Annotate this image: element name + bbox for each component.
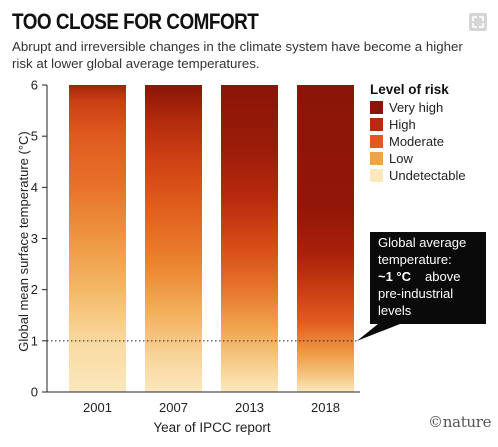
bar-2018 [297,85,354,392]
bar-2013 [221,85,278,392]
x-tick-label: 2013 [235,400,264,415]
nature-logo: ©nature [428,413,492,431]
legend-title: Level of risk [370,82,449,97]
annotation-text: temperature: [378,252,452,267]
chart-title: TOO CLOSE FOR COMFORT [12,9,259,34]
annotation-callout [357,232,486,341]
y-tick-label: 2 [31,282,38,297]
y-tick-label: 1 [31,333,38,348]
x-axis-label: Year of IPCC report [153,420,271,435]
annotation-text: levels [378,303,412,318]
annotation-text: ~1 °C [378,269,412,284]
chart-subtitle: Abrupt and irreversible changes in the c… [12,39,463,71]
legend-label: Low [389,151,413,166]
x-tick-label: 2001 [83,400,112,415]
y-axis-label: Global mean surface temperature (°C) [16,131,31,352]
legend-label: Moderate [389,134,444,149]
annotation-text: pre-industrial [378,286,453,301]
y-tick-label: 5 [31,129,38,144]
x-tick-label: 2018 [311,400,340,415]
legend-label: High [389,117,416,132]
legend-label: Very high [389,100,443,115]
legend-swatch [370,152,383,165]
expand-icon [472,16,484,28]
y-tick-label: 6 [31,78,38,93]
legend-swatch [370,101,383,114]
legend-swatch [370,118,383,131]
legend-swatch [370,169,383,182]
expand-button[interactable] [469,13,487,31]
annotation-text: Global average [378,235,466,250]
legend-label: Undetectable [389,168,466,183]
bar-2001 [69,85,126,392]
x-tick-label: 2007 [159,400,188,415]
bar-2007 [145,85,202,392]
legend-swatch [370,135,383,148]
annotation-text: above [425,269,460,284]
y-tick-label: 4 [31,180,38,195]
y-tick-label: 0 [31,385,38,400]
y-tick-label: 3 [31,231,38,246]
